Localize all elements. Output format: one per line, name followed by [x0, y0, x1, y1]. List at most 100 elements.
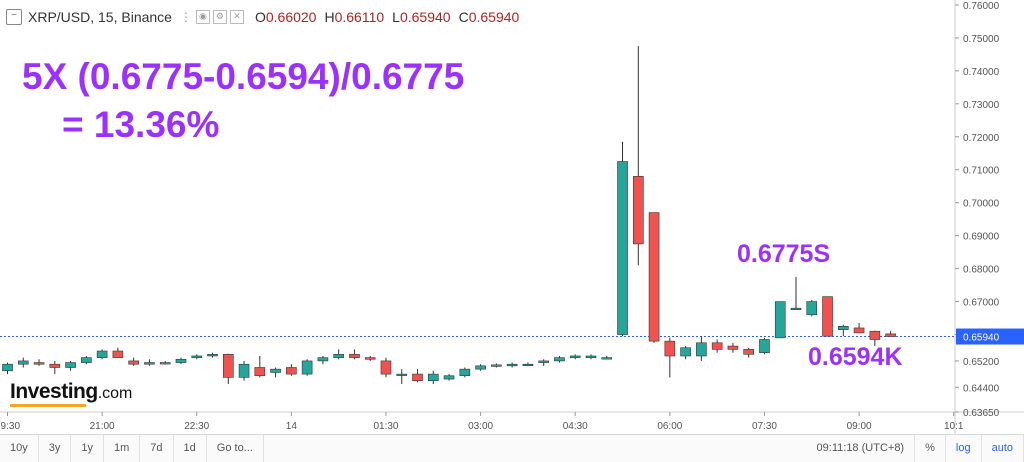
candle-body — [838, 326, 849, 330]
x-tick-label: 19:30 — [0, 421, 20, 432]
close-value: 0.65940 — [468, 9, 520, 25]
candle-body — [364, 357, 376, 360]
auto-toggle[interactable]: auto — [982, 435, 1024, 462]
eye-icon[interactable]: ◉ — [195, 10, 210, 24]
candle-body — [711, 342, 723, 350]
candle-body — [459, 368, 471, 377]
x-tick-label: 07:30 — [752, 421, 777, 432]
candle-body — [569, 355, 581, 358]
candle-body — [664, 340, 676, 357]
candle-body — [822, 296, 833, 337]
candle-body — [96, 350, 108, 358]
x-tick-label: 10:1 — [944, 421, 964, 432]
high-label: H — [324, 9, 335, 25]
last-price-tag — [956, 328, 1024, 345]
candle-body — [49, 363, 61, 368]
x-tick-label: 21:00 — [90, 421, 115, 432]
logo-name: Investing — [10, 380, 98, 403]
candlestick-chart: 0.76000 0.75000 0.74000 0.73000 0.72000 0.710… — [0, 0, 1024, 434]
candle-body — [538, 360, 549, 363]
candle-body — [585, 355, 597, 358]
result-annotation: = 13.36% — [62, 104, 220, 145]
range-1m-button[interactable]: 1m — [104, 435, 141, 462]
y-tick-label: 0.68000 — [963, 265, 1000, 276]
y-tick-label: 0.71000 — [963, 166, 1000, 177]
x-tick-label: 04:30 — [563, 421, 588, 432]
y-tick-label: 0.75000 — [963, 34, 1000, 45]
candle-body — [680, 347, 691, 357]
candle-body — [65, 362, 76, 368]
range-3y-button[interactable]: 3y — [39, 435, 72, 462]
y-tick-label: 0.64400 — [963, 383, 1000, 394]
low-value: 0.65940 — [399, 9, 451, 25]
x-tick-label: 06:00 — [657, 421, 682, 432]
investing-logo: Investing.com — [10, 380, 133, 407]
range-7d-button[interactable]: 7d — [140, 435, 174, 462]
y-tick-label: 0.67000 — [963, 298, 1000, 309]
candle-body — [301, 360, 313, 375]
candle-body — [191, 355, 203, 358]
x-tick-label: 09:00 — [847, 421, 872, 432]
candle-body — [743, 349, 754, 355]
candle-body — [222, 354, 234, 378]
x-tick-label: 22:30 — [184, 421, 209, 432]
candle-body — [506, 363, 518, 367]
range-10y-button[interactable]: 10y — [0, 435, 39, 462]
settings-icon[interactable]: ⚙ — [212, 10, 227, 24]
log-toggle[interactable]: log — [946, 435, 982, 462]
y-tick-label: 0.74000 — [963, 67, 1000, 78]
candle-body — [317, 357, 329, 362]
candle-body — [175, 358, 187, 363]
range-1y-button[interactable]: 1y — [71, 435, 104, 462]
x-tick-label: 03:00 — [468, 421, 493, 432]
logo-suffix: .com — [97, 385, 133, 402]
candle-body — [696, 342, 707, 357]
candle-body — [112, 350, 124, 358]
candle-body — [349, 354, 360, 358]
y-tick-label: 0.76000 — [963, 1, 1000, 12]
y-tick-label: 0.72000 — [963, 133, 1000, 144]
candle-body — [443, 375, 455, 380]
y-tick-label: 0.69000 — [963, 232, 1000, 243]
range-1d-button[interactable]: 1d — [174, 435, 207, 462]
symbol-label: XRP/USD, 15, Binance — [28, 9, 172, 25]
candle-body — [869, 330, 881, 340]
candle-body — [144, 362, 155, 365]
bottom-toolbar: 10y 3y 1y 1m 7d 1d Go to... 09:11:18 (UT… — [0, 434, 1024, 462]
candle-body — [806, 301, 818, 316]
candle-body — [491, 364, 502, 367]
short-entry-annotation: 0.6775S — [737, 240, 831, 268]
close-label: C — [458, 9, 469, 25]
drag-handle-icon[interactable]: ⋮ — [179, 10, 192, 24]
open-label: O — [254, 9, 266, 25]
goto-button[interactable]: Go to... — [207, 435, 264, 462]
logo-underline — [10, 404, 86, 407]
candle-body — [475, 365, 486, 370]
candle-body — [759, 339, 770, 353]
minus-square-icon[interactable]: − — [6, 9, 22, 25]
candle-body — [33, 362, 45, 365]
candle-body — [207, 354, 218, 357]
candle-body — [617, 161, 628, 335]
candle-body — [522, 363, 534, 367]
percent-toggle[interactable]: % — [915, 435, 946, 462]
y-tick-label: 0.73000 — [963, 100, 1000, 111]
candle-body — [128, 360, 139, 365]
candle-body — [270, 368, 281, 373]
candle-body — [853, 327, 865, 334]
candle-body — [412, 373, 423, 381]
y-tick-label: 0.65200 — [963, 357, 1000, 368]
candle-body — [2, 363, 13, 372]
candle-body — [333, 354, 344, 358]
chart-header: − XRP/USD, 15, Binance ⋮ ◉ ⚙ ✕ O 0.66020 … — [0, 0, 519, 34]
candle-body — [885, 333, 896, 337]
candle-body — [17, 360, 29, 365]
candle-body — [727, 345, 739, 350]
close-icon[interactable]: ✕ — [229, 10, 244, 24]
y-tick-label: 0.70000 — [963, 199, 1000, 210]
candle-body — [380, 360, 392, 375]
candle-body — [648, 212, 660, 342]
candle-body — [601, 357, 613, 360]
low-label: L — [392, 9, 400, 25]
clock: 09:11:18 (UTC+8) — [807, 435, 916, 462]
